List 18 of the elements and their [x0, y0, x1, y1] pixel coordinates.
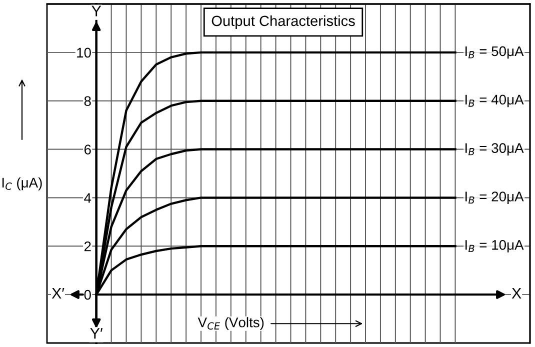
- y-tick-label: 8: [84, 96, 91, 106]
- y-tick-label: 0: [84, 290, 91, 300]
- y-tick-label: 6: [84, 144, 91, 154]
- text: X: [512, 288, 522, 299]
- y-tick-label: 2: [84, 241, 91, 252]
- y-tick-label: 10: [77, 48, 91, 58]
- y-axis-title: I$_{C}$ (μA): [2, 177, 42, 190]
- series-label: I$_{B}$ = 50μA: [465, 46, 524, 59]
- series-label: I$_{B}$ = 30μA: [465, 143, 524, 156]
- series-label: I$_{B}$ = 40μA: [465, 94, 524, 108]
- annotation: Y: [92, 6, 102, 16]
- text: X′: [52, 288, 64, 299]
- series-label: I$_{B}$ = 20μA: [465, 192, 524, 204]
- series-label: I$_{B}$ = 10μA: [465, 240, 524, 252]
- annotation: Y′: [90, 328, 103, 339]
- x-axis-title: V$_{CE}$ (Volts): [198, 317, 264, 330]
- text: Output Characteristics: [212, 15, 355, 29]
- y-tick-label: 4: [84, 193, 92, 203]
